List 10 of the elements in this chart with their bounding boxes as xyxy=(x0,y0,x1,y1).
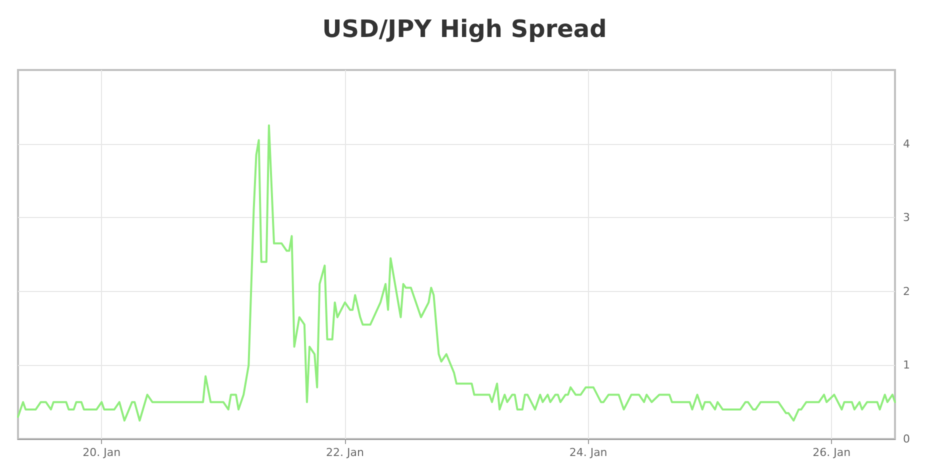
x-tick-label: 20. Jan xyxy=(82,446,121,459)
y-tick-label: 3 xyxy=(903,211,910,224)
x-tick-label: 24. Jan xyxy=(569,446,608,459)
y-tick-label: 2 xyxy=(903,284,910,298)
chart-title: USD/JPY High Spread xyxy=(322,15,607,43)
y-tick-label: 1 xyxy=(903,358,910,372)
y-tick-label: 4 xyxy=(903,137,910,150)
y-tick-label: 0 xyxy=(903,432,910,446)
x-tick-label: 22. Jan xyxy=(326,446,364,459)
x-tick-label: 26. Jan xyxy=(812,446,851,459)
